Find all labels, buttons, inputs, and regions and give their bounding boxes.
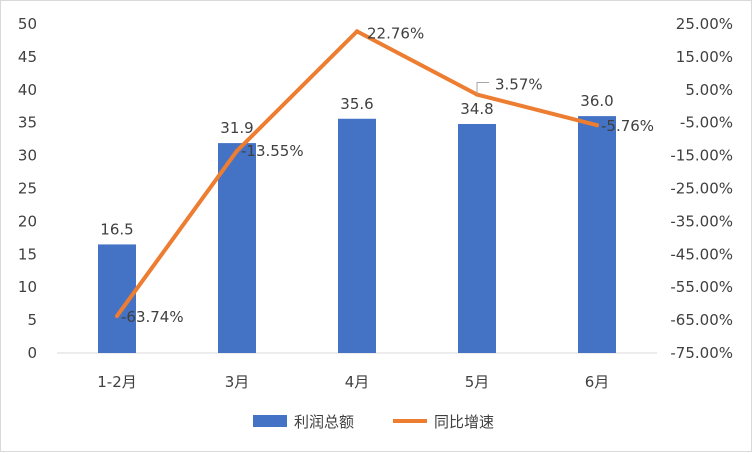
line-data-label: -13.55%: [241, 142, 304, 160]
y-right-tick-label: 15.00%: [676, 48, 733, 66]
bar-data-label: 34.8: [460, 100, 493, 118]
legend: 利润总额 同比增速: [253, 413, 494, 431]
bar: [218, 143, 256, 353]
line-data-label: -63.74%: [121, 308, 184, 326]
line-data-label: 22.76%: [367, 24, 424, 42]
line-segment: [115, 148, 239, 318]
y-right-tick-label: -75.00%: [670, 344, 733, 362]
y-left-tick-label: 10: [18, 278, 37, 296]
y-left-tick-label: 35: [18, 114, 37, 132]
line-series: [115, 29, 599, 318]
x-tick-label: 3月: [225, 373, 250, 391]
label-leader-line: [476, 82, 489, 95]
y-left-tick-label: 25: [18, 180, 37, 198]
axes: 0 5 10 15 20 25 30 35 40 45 50 -75.00% -65.00% -55.00…: [18, 15, 733, 391]
line-point: [595, 123, 599, 128]
legend-bar-label: 利润总额: [294, 413, 354, 431]
line-data-label: -5.76%: [601, 117, 654, 135]
y-left-tick-label: 5: [27, 311, 37, 329]
bar-data-label: 31.9: [220, 119, 253, 137]
y-right-tick-label: -35.00%: [670, 212, 733, 230]
line-point: [235, 148, 239, 153]
bar-data-label: 36.0: [580, 92, 613, 110]
x-tick-label: 4月: [345, 373, 370, 391]
y-left-tick-label: 15: [18, 245, 37, 263]
y-right-tick-label: 25.00%: [676, 15, 733, 33]
y-left-tick-label: 50: [18, 15, 37, 33]
bar-series: [98, 116, 616, 354]
y-right-tick-label: -25.00%: [670, 180, 733, 198]
bar: [338, 118, 376, 353]
line-point: [355, 29, 359, 34]
y-right-tick-label: 5.00%: [685, 81, 733, 99]
y-right-tick-label: -45.00%: [670, 245, 733, 263]
data-labels: 16.5 31.9 35.6 34.8 36.0 -63.74% -13.55% 22.76%…: [100, 24, 654, 326]
line-point: [115, 313, 119, 318]
y-left-tick-label: 30: [18, 147, 37, 165]
line-segment: [475, 92, 599, 128]
bar: [578, 116, 616, 354]
y-right-tick-label: -65.00%: [670, 311, 733, 329]
y-left-tick-label: 45: [18, 48, 37, 66]
x-tick-label: 1-2月: [97, 373, 137, 391]
x-tick-label: 5月: [465, 373, 490, 391]
y-left-tick-label: 20: [18, 212, 37, 230]
legend-bar-swatch: [253, 415, 287, 427]
legend-line-label: 同比增速: [434, 413, 494, 431]
bar-data-label: 35.6: [340, 95, 373, 113]
bar: [458, 124, 496, 354]
y-left-tick-label: 40: [18, 81, 37, 99]
y-left-tick-label: 0: [27, 344, 37, 362]
line-segment: [355, 29, 479, 97]
y-right-tick-label: -15.00%: [670, 147, 733, 165]
y-right-tick-label: -5.00%: [680, 114, 733, 132]
x-tick-label: 6月: [585, 373, 610, 391]
y-right-tick-label: -55.00%: [670, 278, 733, 296]
line-segment: [235, 29, 359, 153]
bar-data-label: 16.5: [100, 220, 133, 238]
line-data-label: 3.57%: [495, 76, 543, 94]
